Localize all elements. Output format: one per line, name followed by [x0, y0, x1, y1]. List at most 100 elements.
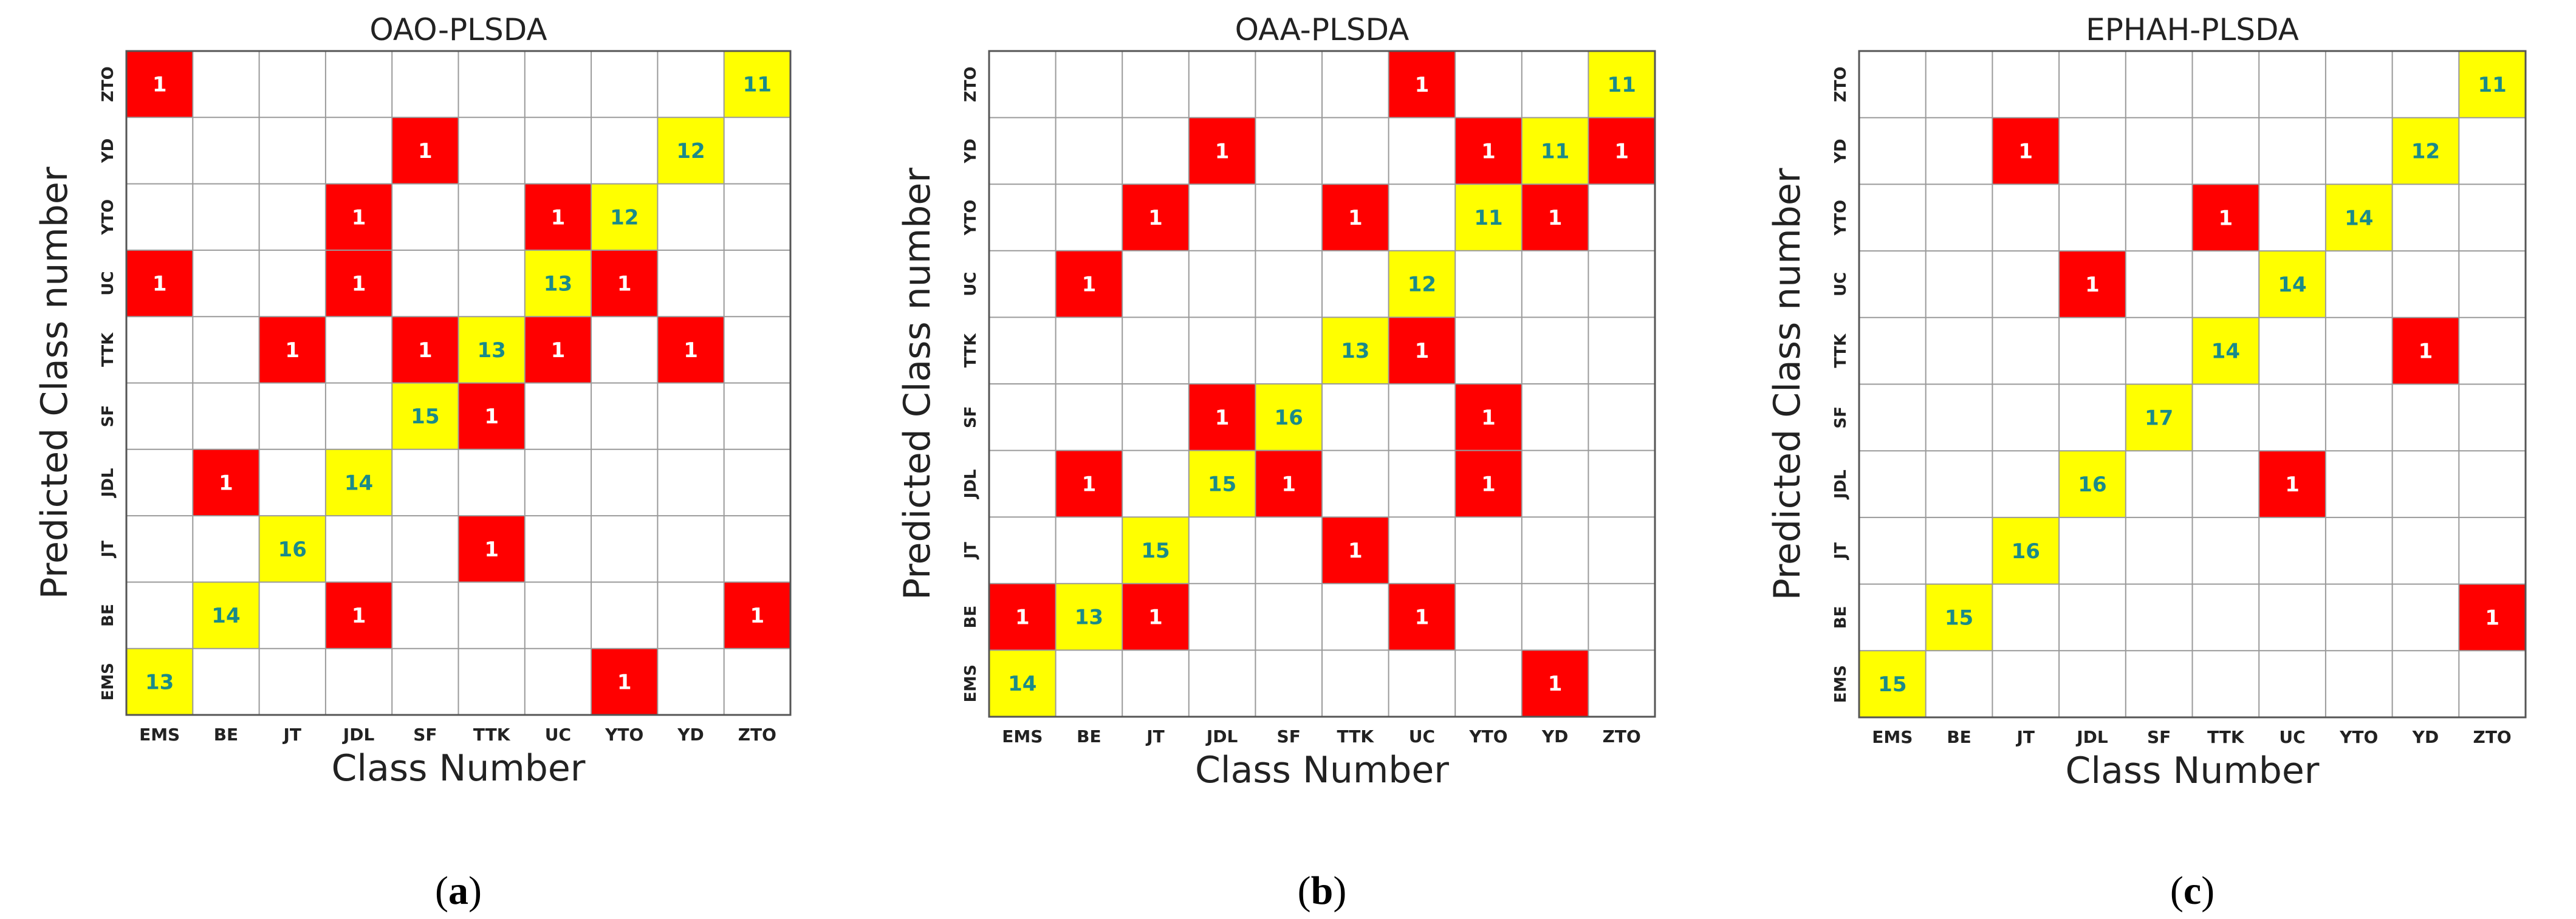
chart-title: OAA-PLSDA [1235, 12, 1410, 47]
correct-cell [1521, 117, 1589, 185]
panel-caption-letter: c [2184, 869, 2201, 913]
cell-value-label: 14 [2345, 206, 2373, 230]
cell-value-label: 16 [2012, 539, 2040, 564]
x-tick-label: TTK [473, 725, 511, 745]
correct-cell [126, 648, 193, 715]
error-cell [657, 316, 724, 383]
error-cell [1521, 650, 1589, 717]
cell-value-label: 1 [418, 139, 433, 163]
cell-value-label: 1 [2485, 606, 2499, 630]
error-cell [325, 582, 392, 649]
correct-cell [259, 516, 326, 582]
correct-cell [193, 582, 259, 649]
x-tick-label: YTO [1468, 726, 1507, 746]
y-tick-label: SF [962, 406, 980, 429]
panel-caption: (a) [435, 869, 482, 913]
panel-caption-letter: b [1311, 869, 1334, 913]
cell-value-label: 1 [617, 272, 632, 296]
correct-cell [2192, 317, 2259, 384]
x-tick-label: JDL [342, 725, 375, 745]
y-tick-label: YD [962, 138, 980, 163]
cell-value-label: 1 [352, 604, 366, 628]
x-tick-label: JDL [2075, 727, 2108, 747]
plot-border [1858, 50, 2527, 719]
y-tick-label: YTO [962, 200, 980, 236]
error-cell [724, 582, 790, 649]
cell-value-label: 16 [278, 538, 307, 562]
cell-value-label: 1 [2085, 273, 2100, 297]
error-cell [325, 183, 392, 250]
error-cell [1055, 250, 1123, 318]
cell-value-label: 12 [1408, 273, 1436, 297]
y-tick-label: JDL [1832, 470, 1850, 500]
cell-value-label: 14 [2211, 340, 2240, 364]
cell-value-label: 11 [2478, 73, 2506, 97]
correct-cell [1188, 450, 1256, 518]
cell-value-label: 1 [1481, 472, 1496, 496]
error-cell [392, 117, 459, 184]
cell-value-label: 1 [484, 405, 499, 429]
error-cell [591, 250, 658, 317]
error-cell [1455, 384, 1522, 451]
cell-value-label: 13 [145, 670, 174, 694]
error-cell [2459, 584, 2526, 651]
cell-value-label: 13 [1341, 339, 1369, 363]
cell-value-label: 1 [2285, 473, 2300, 497]
cell-value-label: 1 [551, 205, 566, 230]
y-tick-label: EMS [99, 663, 117, 700]
x-tick-label: EMS [1872, 727, 1913, 747]
cell-value-label: 1 [617, 670, 632, 694]
error-cell [2192, 184, 2259, 251]
error-cell [1188, 117, 1256, 185]
correct-cell [2459, 51, 2526, 118]
correct-cell [1255, 384, 1322, 451]
cell-value-label: 1 [1548, 206, 1563, 230]
error-cell [1455, 450, 1522, 518]
x-tick-label: SF [2147, 727, 2171, 747]
x-tick-label: EMS [139, 725, 180, 745]
x-tick-label: YD [677, 725, 704, 745]
error-cell [1992, 117, 2060, 185]
y-tick-label: ZTO [962, 66, 980, 102]
cell-value-label: 1 [1082, 273, 1097, 297]
error-cell [1455, 117, 1522, 185]
cell-value-label: 12 [2411, 140, 2440, 164]
cell-value-label: 1 [418, 338, 433, 363]
correct-cell [1992, 517, 2060, 584]
y-tick-label: SF [99, 405, 117, 428]
correct-cell [2325, 184, 2393, 251]
plot-border [988, 50, 1656, 718]
cell-value-label: 1 [1215, 406, 1230, 430]
y-tick-label: JT [1832, 542, 1850, 561]
error-cell [1255, 450, 1322, 518]
y-tick-label: EMS [1832, 665, 1850, 703]
x-tick-label: UC [2279, 727, 2305, 747]
cell-value-label: 1 [1481, 139, 1496, 163]
cell-value-label: 15 [1878, 672, 1906, 697]
cell-value-label: 1 [219, 471, 233, 495]
error-cell [392, 316, 459, 383]
x-tick-label: JT [282, 725, 301, 745]
x-tick-label: EMS [1002, 726, 1043, 746]
error-cell [2059, 251, 2126, 318]
cell-value-label: 1 [1348, 206, 1363, 230]
y-tick-label: EMS [962, 664, 980, 702]
error-cell [259, 316, 326, 383]
y-tick-label: BE [99, 604, 117, 627]
error-cell [126, 250, 193, 317]
cell-value-label: 12 [610, 205, 639, 230]
cell-value-label: 11 [1474, 206, 1502, 230]
cell-value-label: 17 [2145, 406, 2173, 430]
correct-cell [1588, 51, 1655, 118]
cell-value-label: 1 [2219, 206, 2233, 230]
y-axis-title: Predicted Class number [33, 166, 76, 599]
cell-value-label: 1 [1415, 73, 1430, 97]
x-axis-title: Class Number [332, 747, 586, 790]
x-tick-label: ZTO [1603, 726, 1641, 746]
x-tick-label: ZTO [738, 725, 776, 745]
correct-cell [1388, 250, 1456, 318]
cell-value-label: 15 [1208, 472, 1236, 496]
